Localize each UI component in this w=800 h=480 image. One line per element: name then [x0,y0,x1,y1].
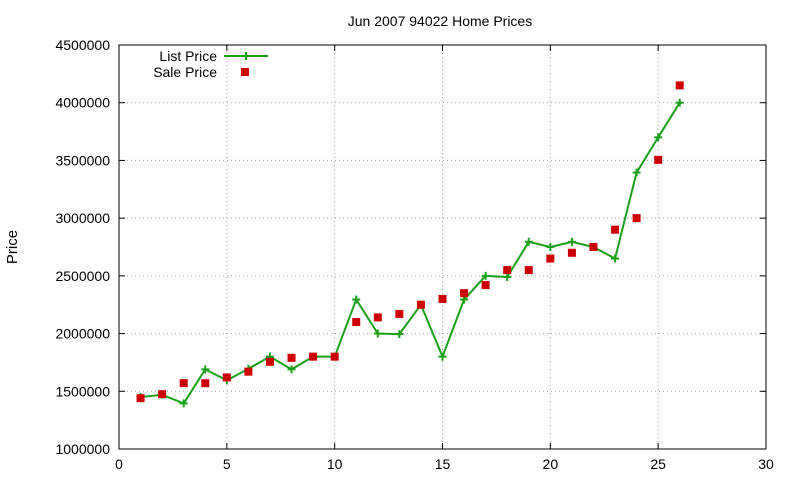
y-tick-label: 4500000 [55,37,110,53]
list-price-point [373,329,382,338]
sale-price-point [675,81,684,90]
list-price-point [675,98,684,107]
sale-price-point [632,214,641,223]
sale-price-point [265,357,274,366]
series-sale-price [136,81,684,403]
list-price-point [654,133,663,142]
sale-price-point [524,266,533,275]
sale-price-point [201,379,210,388]
sale-price-point [373,313,382,322]
x-tick-label: 25 [650,456,666,472]
legend-marker-list-price [242,52,250,60]
list-price-point [352,295,361,304]
list-price-point [201,365,210,374]
y-axis: 1000000 1500000 2000000 2500000 3000000 35000… [55,37,766,457]
list-price-point [481,271,490,280]
sale-price-point [287,353,296,362]
sale-price-point [654,155,663,164]
list-price-point [632,168,641,177]
legend-label-list-price: List Price [159,48,217,64]
legend-label-sale-price: Sale Price [153,64,217,80]
y-tick-label: 3000000 [55,210,110,226]
sale-price-point [352,318,361,327]
y-tick-label: 2500000 [55,268,110,284]
sale-price-point [589,243,598,251]
list-price-point [546,243,555,251]
y-tick-label: 1500000 [55,383,110,399]
x-tick-label: 0 [115,456,123,472]
sale-price-point [416,300,425,309]
sale-price-point [309,352,318,361]
sale-price-point [179,379,188,388]
sale-price-point [244,367,253,376]
y-tick-label: 1000000 [55,441,110,457]
sale-price-point [395,309,404,318]
x-tick-label: 30 [758,456,774,472]
list-price-point [179,399,188,408]
list-price-point [438,352,447,361]
legend-marker-sale-price [241,68,249,76]
x-tick-label: 15 [435,456,451,472]
y-axis-label: Price [4,230,21,264]
list-price-point [567,237,576,246]
list-price-point [503,273,512,282]
sale-price-point [136,394,145,403]
list-price-point [287,365,296,374]
y-tick-label: 4000000 [55,95,110,111]
series-layer [136,81,684,408]
y-tick-label: 3500000 [55,152,110,168]
chart-title: Jun 2007 94022 Home Prices [348,13,532,29]
sale-price-point [222,373,231,382]
sale-price-point [503,266,512,275]
sale-price-point [611,225,620,234]
sale-price-point [438,294,447,303]
sale-price-point [567,248,576,257]
sale-price-point [330,352,339,361]
list-price-point [395,330,404,339]
x-tick-label: 5 [223,456,231,472]
x-axis: 0 5 10 15 20 25 30 [115,45,774,472]
sale-price-point [481,281,490,290]
list-price-point [611,254,620,263]
x-tick-label: 10 [327,456,343,472]
sale-price-point [546,254,555,263]
y-tick-label: 2000000 [55,326,110,342]
list-price-point [524,237,533,246]
sale-price-point [158,390,167,399]
sale-price-point [460,289,469,298]
x-tick-label: 20 [543,456,559,472]
